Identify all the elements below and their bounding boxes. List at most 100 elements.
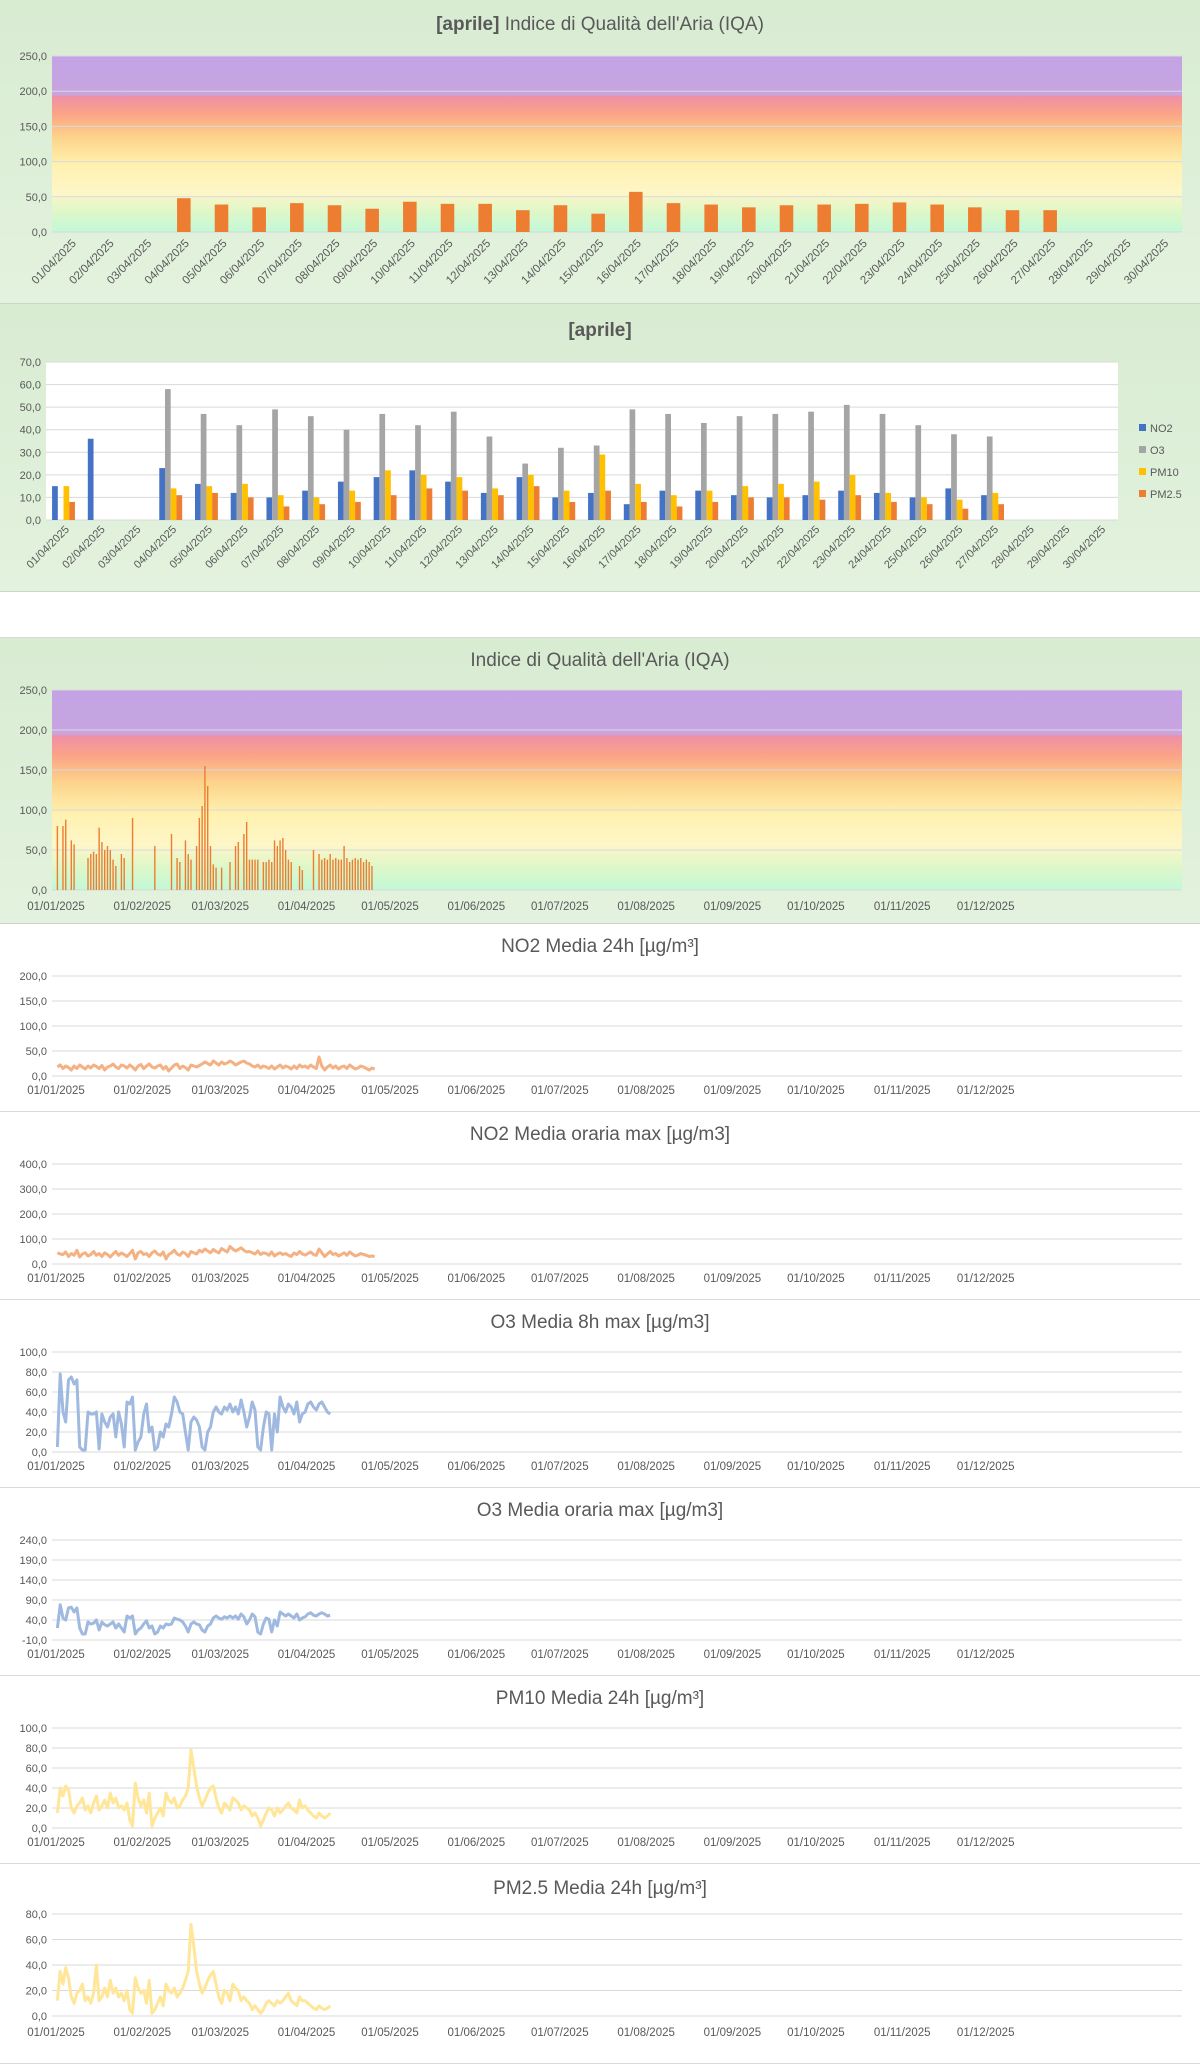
bar-no2: [516, 477, 523, 520]
bar-o3: [629, 409, 636, 520]
bar-pm25: [891, 501, 897, 520]
bar-pm25: [533, 486, 540, 520]
x-tick-label: 01/04/2025: [278, 901, 336, 913]
chart-pm25-24h: 0,0 20,0 40,0 60,0 80,0 01/01/2025 01/02/2025 0…: [26, 1909, 1182, 2039]
bar: [271, 862, 273, 890]
x-tick-label: 01/04/2025: [278, 1273, 336, 1285]
x-tick-label: 01/12/2025: [957, 2027, 1015, 2039]
panel-pollutants-april: [aprile] 0,0 10,0 20,0 30,0 40,0 50,0 60,0 70,0…: [0, 304, 1200, 592]
y-tick-label: 80,0: [26, 1743, 47, 1755]
bar: [273, 840, 276, 890]
panel-spacer: [0, 592, 1200, 638]
x-tick-label: 01/08/2025: [617, 1649, 675, 1661]
x-tick-label: 01/06/2025: [448, 901, 506, 913]
bar: [112, 859, 114, 890]
bar-pm10: [635, 483, 641, 520]
bar: [252, 207, 266, 232]
bar: [346, 858, 348, 890]
bar-no2: [623, 504, 630, 520]
chart-no2-24h: 0,0 50,0 100,0 150,0 200,0 01/01/2025 01/02/20…: [19, 971, 1182, 1097]
bar: [704, 204, 718, 232]
y-tick-label: 40,0: [26, 1783, 47, 1795]
y-tick-label: 40,0: [26, 1407, 47, 1419]
bar: [177, 198, 191, 232]
bar: [87, 858, 89, 890]
bar: [154, 846, 156, 890]
bar: [779, 205, 794, 232]
bar-pm10: [349, 490, 356, 520]
x-tick-label: 01/04/2025: [278, 1649, 336, 1661]
x-tick-label: 01/06/2025: [448, 1085, 506, 1097]
bar-pm25: [355, 501, 361, 520]
x-tick-label: 01/12/2025: [957, 1649, 1015, 1661]
bar-no2: [802, 495, 809, 520]
y-tick-label: 150,0: [19, 121, 47, 133]
panel-no2-24h: NO2 Media 24h [µg/m³] 0,0 50,0 100,0 150,0 2…: [0, 924, 1200, 1112]
x-tick-label: 01/07/2025: [531, 1837, 589, 1849]
x-tick-label: 01/03/2025: [191, 1273, 249, 1285]
bar: [440, 203, 455, 232]
bar-pm25: [426, 488, 433, 520]
bar-o3: [700, 422, 707, 520]
bar: [368, 862, 370, 890]
x-tick-label: 01/05/2025: [361, 1649, 419, 1661]
bar: [179, 862, 181, 890]
x-tick-label: 01/10/2025: [787, 1273, 845, 1285]
bar: [321, 859, 323, 890]
y-tick-label: 0,0: [32, 227, 47, 239]
x-tick-label: 01/01/2025: [27, 1837, 85, 1849]
bar: [354, 858, 356, 890]
bar-no2: [266, 497, 273, 520]
y-tick-label: 60,0: [26, 1935, 47, 1947]
bar-no2: [909, 497, 916, 520]
x-tick-label: 01/03/2025: [191, 901, 249, 913]
bar-no2: [230, 492, 237, 520]
series-line: [55, 1603, 331, 1636]
bar-no2: [981, 495, 987, 520]
x-tick-label: 01/11/2025: [874, 1461, 931, 1473]
bar-no2: [766, 497, 773, 520]
bar: [282, 838, 284, 890]
bar: [70, 840, 73, 890]
y-tick-label: 150,0: [19, 765, 47, 777]
bar: [629, 191, 643, 232]
bar: [120, 854, 123, 890]
iqa-background: [52, 56, 1182, 232]
bar-pm25: [855, 495, 862, 520]
bar: [591, 213, 605, 232]
x-tick-label: 01/05/2025: [361, 1837, 419, 1849]
bar-pm10: [277, 495, 284, 520]
bar-pm25: [962, 508, 969, 520]
x-tick-label: 01/03/2025: [191, 1649, 249, 1661]
series-line: [55, 1748, 332, 1828]
bar: [115, 866, 117, 890]
legend-label: NO2: [1150, 423, 1173, 435]
bar-pm10: [706, 490, 713, 520]
panel-o3-hourly: O3 Media oraria max [µg/m3] -10,0 40,0 90,…: [0, 1488, 1200, 1676]
x-tick-label: 01/08/2025: [617, 1837, 675, 1849]
plot-area: [46, 362, 1118, 520]
y-tick-label: 200,0: [19, 971, 47, 983]
bar: [312, 850, 315, 890]
legend-label: PM10: [1150, 467, 1179, 479]
bar-pm25: [283, 506, 290, 520]
x-tick-label: 01/03/2025: [191, 1461, 249, 1473]
chart-title: Indice di Qualità dell'Aria (IQA): [470, 650, 730, 671]
chart-no2-hourly: 0,0 100,0 200,0 300,0 400,0 01/01/2025 01/02/2…: [19, 1159, 1182, 1285]
bar: [98, 827, 100, 890]
bar: [207, 786, 209, 890]
bar: [243, 834, 245, 890]
x-tick-label: 01/11/2025: [874, 901, 931, 913]
y-tick-label: 200,0: [19, 725, 47, 737]
y-tick-label: 200,0: [19, 1209, 47, 1221]
y-tick-label: 190,0: [19, 1555, 47, 1567]
x-tick-label: 01/07/2025: [531, 1649, 589, 1661]
bar-pm25: [783, 497, 790, 520]
y-tick-label: 150,0: [19, 996, 47, 1008]
x-tick-label: 01/02/2025: [114, 1649, 172, 1661]
bar: [365, 859, 368, 890]
y-tick-label: 50,0: [26, 1046, 47, 1058]
bar: [257, 859, 259, 890]
y-tick-label: 60,0: [20, 380, 41, 392]
y-tick-label: 250,0: [19, 685, 47, 697]
